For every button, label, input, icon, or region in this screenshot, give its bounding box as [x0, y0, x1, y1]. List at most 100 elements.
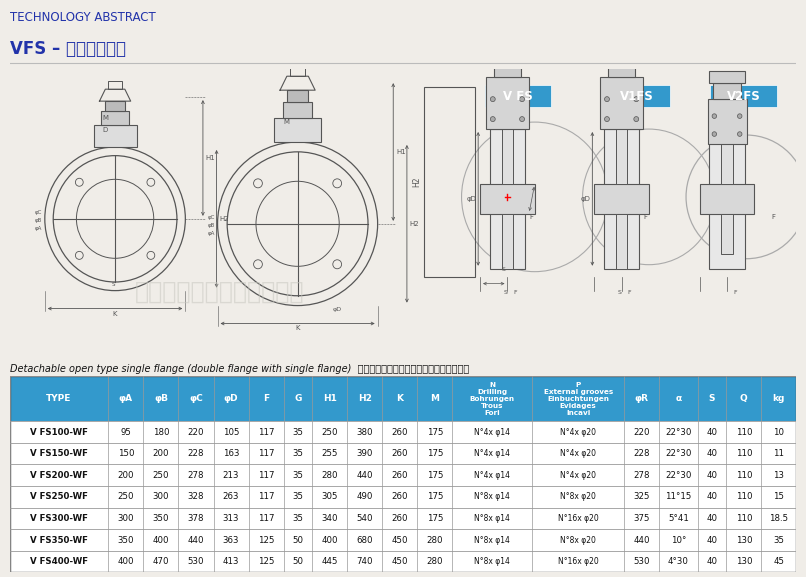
Text: 300: 300	[152, 492, 169, 501]
Text: 22°30: 22°30	[665, 449, 692, 458]
Text: F: F	[733, 290, 737, 295]
Text: 110: 110	[736, 449, 752, 458]
Text: 40: 40	[706, 492, 717, 501]
Bar	[10, 376, 796, 421]
Bar	[616, 214, 628, 269]
Bar	[700, 184, 754, 214]
Circle shape	[490, 117, 495, 122]
Text: V FS: V FS	[503, 89, 533, 103]
Text: 220: 220	[634, 428, 650, 437]
Text: F: F	[513, 290, 517, 295]
Bar	[10, 551, 796, 572]
Text: 40: 40	[706, 449, 717, 458]
Text: φC: φC	[35, 211, 42, 215]
Bar	[604, 46, 639, 59]
Text: N°16x φ20: N°16x φ20	[558, 514, 599, 523]
Text: N°8x φ14: N°8x φ14	[474, 535, 510, 545]
Bar	[494, 59, 521, 77]
Bar	[10, 464, 796, 486]
Bar	[10, 529, 796, 551]
Text: 35: 35	[773, 535, 784, 545]
Text: φD: φD	[333, 306, 343, 312]
Text: S: S	[111, 282, 115, 287]
Text: 445: 445	[322, 557, 338, 566]
Text: F: F	[628, 290, 631, 295]
Text: 250: 250	[322, 428, 338, 437]
Text: 40: 40	[706, 535, 717, 545]
Bar	[721, 214, 733, 254]
Circle shape	[737, 114, 742, 118]
Text: S: S	[504, 290, 508, 295]
Text: V FS400-WF: V FS400-WF	[30, 557, 88, 566]
Text: V1FS: V1FS	[621, 89, 654, 103]
Text: 300: 300	[118, 514, 134, 523]
Text: N°8x φ20: N°8x φ20	[560, 535, 596, 545]
Text: φA: φA	[207, 231, 214, 236]
Bar	[283, 102, 312, 118]
Text: H2: H2	[219, 216, 229, 222]
Text: 740: 740	[356, 557, 373, 566]
Text: V FS100-WF: V FS100-WF	[30, 428, 88, 437]
Text: H2: H2	[409, 221, 419, 227]
Text: 390: 390	[356, 449, 373, 458]
Circle shape	[634, 117, 638, 122]
Text: F: F	[529, 214, 533, 220]
Text: N°4x φ20: N°4x φ20	[560, 449, 596, 458]
Text: V FS300-WF: V FS300-WF	[30, 514, 88, 523]
Text: S: S	[708, 394, 715, 403]
Text: 325: 325	[634, 492, 650, 501]
Text: N°4x φ14: N°4x φ14	[474, 449, 510, 458]
Text: φB: φB	[207, 223, 214, 228]
Text: 530: 530	[634, 557, 650, 566]
Text: 150: 150	[118, 449, 134, 458]
Bar	[608, 59, 635, 77]
Bar	[10, 443, 796, 464]
Bar	[612, 35, 631, 46]
Text: φA: φA	[35, 226, 42, 231]
Text: 22°30: 22°30	[665, 471, 692, 479]
Text: 340: 340	[322, 514, 338, 523]
Text: 5°41: 5°41	[668, 514, 689, 523]
Circle shape	[712, 114, 717, 118]
Text: 228: 228	[188, 449, 204, 458]
Text: Q: Q	[740, 394, 748, 403]
Bar	[501, 129, 513, 184]
Text: 18.5: 18.5	[769, 514, 788, 523]
Text: K: K	[295, 325, 300, 332]
Text: M: M	[430, 394, 439, 403]
Text: 260: 260	[392, 449, 408, 458]
Text: N°4x φ20: N°4x φ20	[560, 471, 596, 479]
Text: 110: 110	[736, 492, 752, 501]
Text: 260: 260	[392, 471, 408, 479]
Text: 125: 125	[258, 557, 274, 566]
Text: 117: 117	[258, 471, 274, 479]
Circle shape	[712, 132, 717, 136]
Text: V FS150-WF: V FS150-WF	[30, 449, 88, 458]
Text: 363: 363	[222, 535, 239, 545]
Text: D: D	[102, 127, 108, 133]
Text: G: G	[294, 394, 301, 403]
Text: 400: 400	[118, 557, 134, 566]
Bar	[709, 71, 745, 83]
Circle shape	[737, 132, 742, 136]
Bar	[287, 90, 309, 102]
Text: φD: φD	[467, 196, 476, 202]
Text: 50: 50	[293, 557, 303, 566]
Text: 255: 255	[322, 449, 338, 458]
Text: 250: 250	[152, 471, 169, 479]
Text: V FS350-WF: V FS350-WF	[30, 535, 88, 545]
Text: 45: 45	[773, 557, 784, 566]
Text: 110: 110	[736, 514, 752, 523]
Text: S: S	[501, 267, 505, 272]
Text: 440: 440	[356, 471, 373, 479]
Text: 117: 117	[258, 514, 274, 523]
Text: 35: 35	[293, 428, 303, 437]
Text: 305: 305	[322, 492, 338, 501]
Text: Detachable open type single flange (double flange with single flange)  可拆卸的分开式单法: Detachable open type single flange (doub…	[10, 364, 469, 374]
Bar	[490, 46, 525, 59]
Text: N
Drilling
Bohrungen
Trous
Fori: N Drilling Bohrungen Trous Fori	[470, 382, 515, 416]
Text: K: K	[113, 310, 118, 317]
Bar	[108, 81, 122, 89]
Text: H2: H2	[358, 394, 372, 403]
Text: 450: 450	[392, 557, 408, 566]
